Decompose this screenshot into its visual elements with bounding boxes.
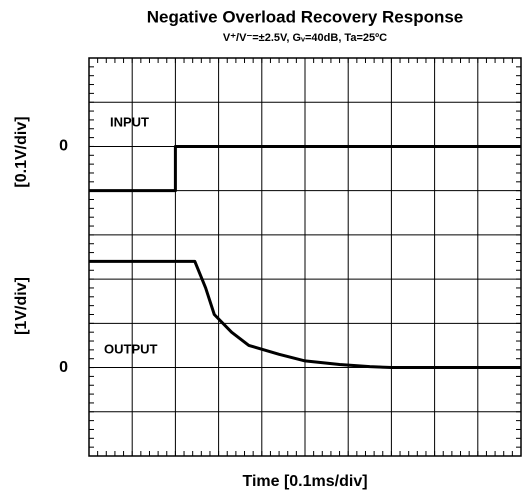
annotation: OUTPUT	[104, 341, 158, 356]
y2-tick-label: 0	[59, 359, 68, 376]
trace-line	[89, 144, 521, 193]
trace-line	[89, 259, 521, 370]
y-axis-label: [0.1V/div]	[13, 116, 30, 187]
plot-frame	[88, 57, 522, 457]
y2-axis-label: [1V/div]	[13, 277, 30, 335]
x-axis-label: Time [0.1ms/div]	[242, 473, 367, 490]
y-tick-label: 0	[59, 138, 68, 155]
chart-title: Negative Overload Recovery Response	[147, 7, 464, 26]
annotation: INPUT	[110, 114, 149, 129]
chart-subtitle: V⁺/V⁻=±2.5V, Gᵥ=40dB, Ta=25ºC	[223, 32, 387, 44]
